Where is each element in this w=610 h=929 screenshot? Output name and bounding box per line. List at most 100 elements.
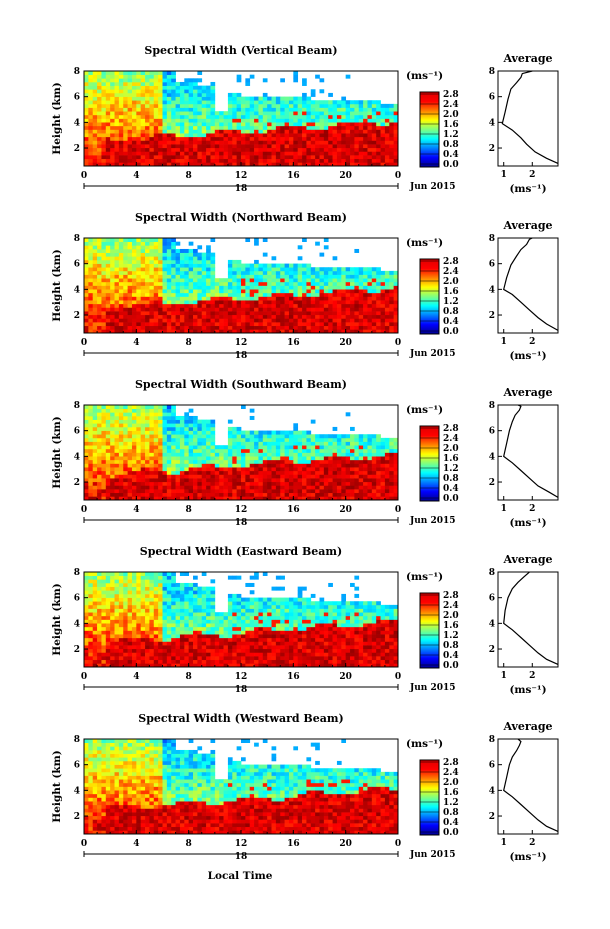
heatmap-cell	[389, 485, 394, 490]
heatmap-cell	[245, 263, 251, 268]
heatmap-cell	[127, 474, 133, 479]
heatmap-cell	[271, 133, 277, 138]
heatmap-cell	[175, 151, 181, 156]
heatmap-cell	[184, 270, 190, 275]
heatmap-cell	[319, 89, 325, 94]
heatmap-cell	[310, 459, 316, 464]
heatmap-cell	[315, 318, 320, 323]
heatmap-cell	[319, 445, 325, 450]
heatmap-cell	[227, 467, 233, 472]
heatmap-cell	[254, 129, 259, 134]
heatmap-cell	[288, 118, 294, 123]
heatmap-cell	[158, 241, 163, 246]
heatmap-cell	[166, 281, 172, 286]
heatmap-cell	[302, 267, 307, 272]
heatmap-cell	[88, 136, 94, 141]
heatmap-cell	[101, 452, 107, 457]
heatmap-cell	[288, 325, 294, 330]
heatmap-cell	[179, 434, 185, 439]
heatmap-cell	[162, 419, 168, 424]
heatmap-cell	[166, 415, 172, 420]
heatmap-cell	[193, 92, 198, 97]
heatmap-cell	[345, 470, 351, 475]
heatmap-cell	[136, 74, 142, 79]
heatmap-cell	[97, 144, 102, 149]
heatmap-cell	[323, 448, 329, 453]
heatmap-cell	[350, 289, 355, 294]
heatmap-cell	[206, 430, 211, 435]
heatmap-cell	[376, 292, 381, 297]
heatmap-cell	[201, 85, 207, 90]
heatmap-cell	[249, 285, 255, 290]
heatmap-cell	[97, 252, 102, 257]
heatmap-cell	[118, 296, 124, 301]
heatmap-cell	[345, 155, 351, 160]
heatmap-cell	[114, 151, 120, 156]
heatmap-cell	[310, 278, 316, 283]
heatmap-cell	[332, 285, 338, 290]
heatmap-cell	[193, 259, 198, 264]
heatmap-cell	[118, 85, 124, 90]
heatmap-cell	[319, 267, 325, 272]
heatmap-cell	[92, 118, 98, 123]
heatmap-cell	[114, 419, 120, 424]
heatmap-cell	[306, 467, 312, 472]
heatmap-cell	[393, 118, 399, 123]
heatmap-cell	[97, 623, 102, 628]
heatmap-cell	[262, 492, 268, 497]
heatmap-cell	[288, 96, 294, 101]
heatmap-cell	[380, 314, 386, 319]
heatmap-cell	[302, 430, 307, 435]
heatmap-cell	[127, 122, 133, 127]
heatmap-cell	[193, 318, 198, 323]
heatmap-cell	[267, 481, 272, 486]
heatmap-cell	[367, 441, 373, 446]
heatmap-cell	[105, 456, 111, 461]
heatmap-cell	[127, 155, 133, 160]
heatmap-cell	[92, 274, 98, 279]
heatmap-cell	[131, 252, 137, 257]
heatmap-cell	[131, 311, 137, 316]
heatmap-cell	[380, 274, 386, 279]
colorbar-tick-label: 2.8	[443, 90, 459, 100]
heatmap-cell	[118, 452, 124, 457]
x-tick-label: 0	[81, 171, 87, 181]
heatmap-cell	[123, 430, 128, 435]
heatmap-cell	[114, 96, 120, 101]
heatmap-cell	[323, 329, 329, 334]
heatmap-cell	[193, 155, 198, 160]
heatmap-cell	[249, 281, 255, 286]
heatmap-cell	[219, 467, 224, 472]
heatmap-cell	[280, 459, 285, 464]
heatmap-cell	[210, 147, 216, 152]
heatmap-cell	[336, 456, 342, 461]
date-label: Jun 2015	[409, 516, 456, 526]
heatmap-cell	[336, 463, 342, 468]
heatmap-cell	[363, 129, 368, 134]
heatmap-cell	[214, 496, 220, 501]
heatmap-cell	[323, 314, 329, 319]
heatmap-cell	[84, 445, 89, 450]
heatmap-cell	[105, 147, 111, 152]
heatmap-cell	[162, 474, 168, 479]
heatmap-cell	[210, 285, 216, 290]
heatmap-cell	[345, 133, 351, 138]
heatmap-cell	[249, 267, 255, 272]
heatmap-cell	[188, 144, 194, 149]
heatmap-cell	[162, 158, 168, 163]
heatmap-cell	[275, 481, 281, 486]
heatmap-cell	[254, 300, 259, 305]
heatmap-cell	[258, 430, 264, 435]
heatmap-cell	[84, 593, 89, 598]
heatmap-cell	[328, 311, 333, 316]
heatmap-cell	[332, 140, 338, 145]
heatmap-cell	[97, 129, 102, 134]
heatmap-cell	[341, 456, 347, 461]
heatmap-cell	[175, 270, 181, 275]
heatmap-cell	[158, 325, 163, 330]
heatmap-cell	[284, 270, 290, 275]
heatmap-cell	[210, 470, 216, 475]
heatmap-cell	[110, 136, 115, 141]
heatmap-cell	[166, 314, 172, 319]
heatmap-cell	[88, 423, 94, 428]
